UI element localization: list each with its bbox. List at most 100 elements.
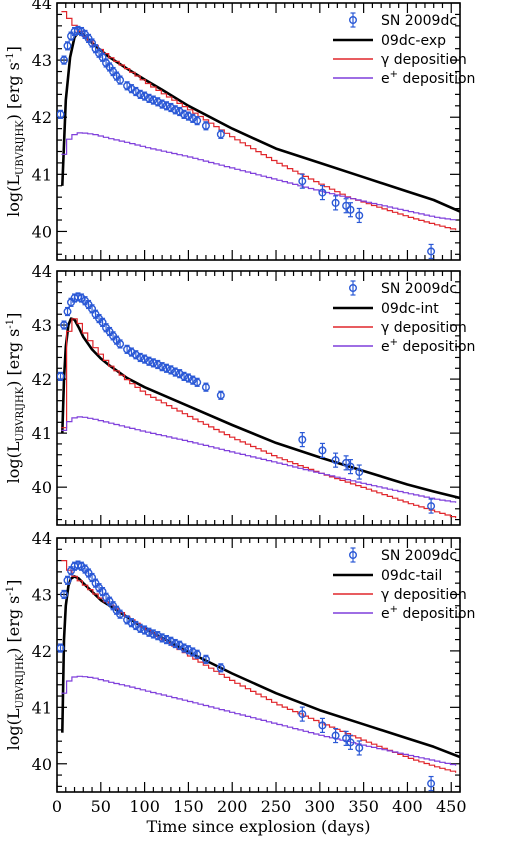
data-point [57,110,65,119]
x-tick-label: 400 [392,797,423,816]
y-axis-label-part: UBVRIJHK [15,653,26,708]
y-tick-label: 41 [32,165,52,184]
legend-label-part: deposition [398,339,475,355]
data-point [355,211,364,220]
data-point [149,629,158,638]
y-axis-label-part: log(L [4,441,23,483]
data-point [88,304,97,313]
x-tick-label: 300 [305,797,336,816]
legend-marker [349,284,358,293]
series-gamma-line [61,11,457,231]
data-point [158,633,167,642]
data-point [193,116,202,125]
y-axis-label: log(LUBVRIJHK) [erg s-1] [4,580,26,751]
data-point [201,383,210,392]
legend-label: SN 2009dc [381,548,457,564]
data-point [140,626,149,635]
data-point [184,374,193,383]
panel-bottom: 40 41 42 43 44 0 50 100 150 200 250 300 350 400 450 Tim… [4,529,475,836]
legend-label: SN 2009dc [381,281,457,297]
x-tick-label: 0 [52,797,62,816]
y-axis-label-part: ) [erg s [4,62,23,120]
data-point [158,362,167,371]
data-point [166,365,175,374]
y-tick-label: 41 [32,424,52,443]
data-point [331,731,340,740]
series-positron-line [61,416,457,503]
data-point [57,644,65,653]
y-axis-label-part: -1 [5,586,16,596]
y-tick-label: 43 [32,51,52,70]
series-observed-sn-2009dc [57,560,436,792]
y-axis-label: log(LUBVRIJHK) [erg s-1] [4,46,26,217]
data-point [144,357,153,366]
data-point [355,743,364,752]
data-point [318,446,327,455]
data-point [342,201,351,210]
data-point [298,710,307,719]
y-axis-label-part: log(L [4,175,23,217]
y-axis-label-part: ) [erg s [4,596,23,654]
data-point [98,318,107,327]
data-point [180,372,189,381]
data-point [136,353,145,362]
y-tick-label: 44 [32,262,52,281]
x-tick-label: 350 [348,797,379,816]
panel-top: 40 41 42 43 44 log(LUBVRIJHK) [erg s-1] SN 200… [4,0,475,261]
y-tick-label: 41 [32,698,52,717]
data-point [140,92,149,101]
data-point [184,112,193,121]
y-tick-label: 43 [32,316,52,335]
legend-label: 09dc-int [381,301,439,317]
data-point [144,628,153,637]
y-axis-label: log(LUBVRIJHK) [erg s-1] [4,313,26,484]
panel-middle: 40 41 42 43 44 log(LUBVRIJHK) [erg s-1] SN 200… [4,262,475,526]
y-axis-label-part: ] [4,46,23,52]
legend-label: SN 2009dc [381,13,457,29]
plot-area [57,11,460,260]
y-tick-label: 42 [32,642,52,661]
legend-label: γ deposition [381,52,467,68]
legend-label-part: e [381,606,390,622]
data-point [331,198,340,207]
data-point [153,631,162,640]
series-observed-sn-2009dc [57,25,436,260]
y-tick-label: 43 [32,585,52,604]
data-point [171,368,180,377]
legend-marker [349,551,358,560]
legend-label: γ deposition [381,320,467,336]
series-gamma-line [61,560,457,773]
data-point [346,738,355,747]
legend-label: γ deposition [381,587,467,603]
series-positron-line [61,132,457,221]
data-point [60,590,69,599]
data-point [60,321,69,330]
data-point [188,376,197,385]
series-observed-sn-2009dc [57,292,436,514]
data-point [355,468,364,477]
data-point [153,360,162,369]
data-point [116,610,125,619]
data-point [140,355,149,364]
data-point [144,94,153,103]
legend-label: e+ deposition [381,69,475,87]
data-point [427,502,436,511]
y-tick-label: 40 [32,478,52,497]
legend-label: 09dc-tail [381,568,442,584]
legend-label: e+ deposition [381,337,475,355]
data-point [88,38,97,47]
data-point [149,96,158,105]
data-point [188,114,197,123]
data-point [216,663,225,672]
y-tick-label: 42 [32,370,52,389]
legend-label-sup: + [390,69,398,80]
data-point [201,655,210,664]
y-axis-label-part: log(L [4,708,23,750]
x-tick-label: 100 [129,797,160,816]
data-point [98,53,107,62]
y-tick-label: 44 [32,0,52,13]
data-point [216,391,225,400]
